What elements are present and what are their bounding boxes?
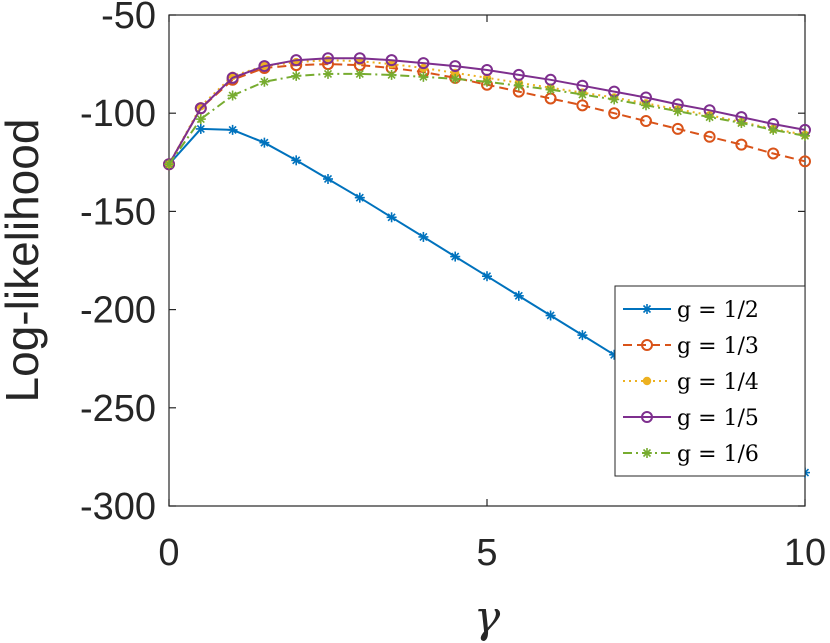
legend: g = 1/2 g = 1/3 g = 1/4 g = 1/5 g = 1/6	[614, 285, 806, 477]
data-point	[513, 80, 524, 91]
data-point	[195, 114, 206, 125]
data-point	[417, 57, 430, 70]
legend-marker	[642, 304, 652, 314]
legend-marker	[641, 411, 653, 423]
y-axis-label: Log-likelihood	[0, 119, 48, 403]
data-point	[227, 90, 238, 101]
legend-label: g = 1/4	[677, 370, 759, 395]
data-point	[482, 76, 492, 87]
data-point	[609, 94, 620, 105]
data-point	[354, 68, 365, 79]
data-point	[195, 123, 206, 134]
data-point	[450, 73, 461, 84]
data-point	[291, 155, 302, 166]
data-point	[672, 106, 683, 117]
y-tick-label: -250	[80, 388, 156, 430]
data-point	[736, 118, 747, 129]
data-point	[641, 100, 651, 111]
data-point	[354, 192, 365, 203]
data-point	[227, 124, 238, 135]
data-point	[482, 271, 492, 282]
data-point	[259, 137, 270, 148]
data-point	[386, 212, 397, 223]
data-point	[704, 112, 715, 123]
data-point	[799, 155, 811, 168]
data-point	[768, 124, 779, 135]
legend-label: g = 1/2	[677, 298, 759, 323]
data-point	[353, 52, 366, 65]
series-5	[164, 68, 810, 170]
data-point	[735, 138, 748, 151]
legend-marker	[642, 376, 652, 386]
data-point	[640, 115, 652, 128]
x-tick-label: 0	[158, 532, 179, 574]
y-tick-label: -200	[80, 290, 156, 332]
legend-item: g = 1/2	[623, 298, 759, 323]
data-point	[576, 99, 589, 112]
legend-marker	[642, 448, 652, 458]
legend-label: g = 1/6	[677, 442, 759, 467]
y-tick-label: -150	[80, 191, 156, 233]
data-point	[323, 68, 333, 79]
legend-item: g = 1/5	[623, 406, 759, 431]
series-4	[163, 52, 811, 171]
data-point	[418, 231, 429, 242]
legend-marker	[641, 339, 653, 351]
data-point	[290, 54, 303, 67]
legend-label: g = 1/3	[677, 334, 759, 359]
y-tick-label: -100	[80, 93, 156, 135]
data-point	[387, 59, 396, 69]
data-point	[449, 60, 462, 73]
data-point	[800, 130, 810, 141]
data-point	[513, 290, 524, 301]
legend-item: g = 1/6	[623, 442, 759, 467]
data-point	[608, 107, 621, 120]
x-tick-label: 10	[784, 532, 826, 574]
data-point	[418, 71, 429, 82]
series-line	[168, 57, 806, 165]
data-point	[512, 68, 525, 81]
data-point	[226, 71, 239, 84]
data-point	[291, 70, 302, 81]
data-point	[322, 52, 334, 65]
data-point	[386, 69, 397, 80]
data-point	[481, 63, 493, 76]
x-axis-label: γ	[474, 592, 501, 643]
data-point	[385, 54, 398, 67]
legend-item: g = 1/3	[623, 334, 759, 359]
y-tick-label: -300	[80, 486, 156, 528]
data-point	[767, 147, 780, 160]
series-line	[168, 72, 806, 165]
data-point	[577, 89, 588, 100]
data-point	[703, 130, 716, 143]
legend-label: g = 1/5	[677, 406, 759, 431]
data-point	[671, 122, 684, 135]
x-tick-label: 5	[476, 532, 497, 574]
data-point	[545, 310, 556, 321]
y-tick-label: -50	[101, 0, 156, 37]
data-point	[194, 102, 207, 115]
data-point	[577, 330, 588, 341]
data-point	[258, 60, 271, 73]
data-point	[164, 159, 174, 170]
data-point	[259, 76, 270, 87]
data-point	[545, 84, 556, 95]
legend-item: g = 1/4	[623, 370, 759, 395]
data-point	[323, 173, 333, 184]
data-point	[450, 251, 461, 262]
